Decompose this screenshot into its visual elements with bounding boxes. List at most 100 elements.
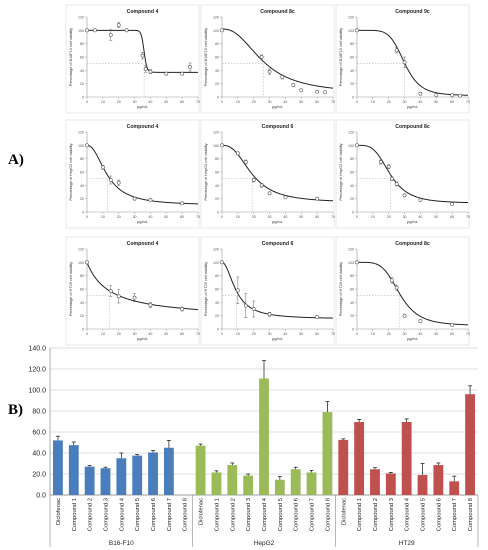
y-tick-label: 20 (215, 314, 219, 318)
x-tick-label: 60 (180, 332, 184, 336)
y-tick-label: 20 (350, 197, 354, 201)
y-tick-label: 100 (213, 29, 219, 33)
x-tick-label: 30 (133, 215, 137, 219)
x-tick-label: 20 (252, 215, 256, 219)
x-tick-label: 30 (133, 332, 137, 336)
y-tick-label: 40 (215, 69, 219, 73)
category-label: Compound 4 (262, 497, 268, 531)
plot-frame (65, 119, 200, 229)
y-tick-label: 40 (350, 69, 354, 73)
data-point (243, 160, 248, 164)
data-point (188, 65, 192, 69)
data-point (355, 143, 359, 148)
y-tick-label: 120 (348, 131, 354, 135)
y-tick-label: 80 (80, 157, 84, 161)
y-tick-label: 40 (215, 184, 219, 188)
y-axis-label: Percentage of B16F10 cell viability (204, 28, 208, 86)
y-tick-label: 40 (80, 184, 84, 188)
y-axis-label: Percentage of HT29 cell viability (69, 262, 73, 316)
data-point (85, 260, 89, 265)
x-tick-label: 20 (117, 332, 121, 336)
y-tick-label: 0 (352, 211, 354, 215)
y-tick-label: 0 (82, 96, 84, 100)
x-tick-label: 60 (315, 215, 319, 219)
data-point (140, 53, 145, 58)
data-point (267, 312, 272, 317)
fit-curve (357, 261, 469, 326)
x-tick-label: 10 (371, 100, 375, 104)
x-tick-label: 50 (164, 215, 168, 219)
x-axis-label: µg/mL (272, 220, 283, 224)
data-point (180, 71, 185, 76)
y-tick-label: 60 (215, 56, 219, 60)
y-axis-label: Percentage of HepG2 cell viability (204, 143, 208, 200)
y-tick-label: 60 (80, 171, 84, 175)
category-label: Diclofenac (341, 498, 347, 525)
data-point (450, 93, 455, 97)
data-point (299, 88, 304, 93)
data-point (85, 28, 89, 33)
data-point (100, 165, 105, 170)
x-tick-label: 40 (418, 215, 422, 219)
panel-b-label: B) (8, 402, 23, 418)
y-tick-label: 60 (350, 171, 354, 175)
group-label: HT29 (399, 540, 415, 547)
y-tick-label: 100 (348, 261, 354, 265)
bar (465, 394, 475, 495)
y-tick-label: 100.0 (28, 388, 46, 395)
bar (370, 469, 380, 495)
x-tick-label: 10 (101, 332, 105, 336)
y-tick-label: 100 (78, 29, 84, 33)
data-point (418, 319, 423, 323)
x-tick-label: 70 (331, 100, 335, 104)
y-tick-label: 100 (213, 261, 219, 265)
x-tick-label: 70 (196, 332, 200, 336)
y-axis-label: Percentage of B16F10 cell viability (339, 28, 343, 86)
dose-response-plot-r1c2: Compound 8c 0 20 40 60 80 100 120 0 10 20 30 40 50 60 7… (200, 4, 335, 114)
x-tick-label: 10 (371, 215, 375, 219)
x-tick-label: 10 (371, 332, 375, 336)
x-tick-label: 40 (418, 332, 422, 336)
x-tick-label: 70 (466, 215, 470, 219)
data-point (394, 48, 399, 53)
data-point (148, 69, 153, 74)
y-tick-label: 120 (213, 248, 219, 252)
y-tick-label: 80 (80, 42, 84, 46)
x-tick-label: 70 (196, 215, 200, 219)
data-point (132, 196, 137, 201)
bar (385, 473, 396, 495)
plot-frame (200, 236, 335, 346)
data-point (315, 89, 320, 94)
y-axis-label: Percentage of HepG2 cell viability (69, 143, 73, 200)
plot-title: Compound 4 (127, 124, 159, 130)
x-tick-label: 70 (466, 332, 470, 336)
y-tick-label: 20 (80, 314, 84, 318)
data-point (402, 313, 407, 318)
y-tick-label: 0 (352, 96, 354, 100)
x-tick-label: 20 (252, 332, 256, 336)
data-point (389, 176, 394, 181)
x-tick-label: 20 (117, 215, 121, 219)
data-point (180, 307, 185, 311)
y-tick-label: 120 (78, 16, 84, 20)
x-tick-label: 40 (148, 215, 152, 219)
bar (68, 445, 79, 495)
y-tick-label: 0 (82, 328, 84, 332)
bar (322, 412, 333, 495)
data-point (108, 178, 113, 182)
fit-curve (86, 262, 199, 311)
plot-frame (200, 4, 335, 114)
data-point (132, 295, 137, 300)
data-point (251, 178, 256, 182)
bar (338, 439, 349, 495)
category-label: Compound 4 (119, 497, 125, 531)
x-tick-label: 0 (356, 215, 358, 219)
data-point (450, 323, 455, 327)
x-axis-label: µg/mL (407, 220, 418, 224)
y-tick-label: 20 (80, 82, 84, 86)
data-point (450, 202, 455, 206)
x-tick-label: 50 (299, 332, 303, 336)
category-label: Compound 2 (230, 498, 236, 531)
y-tick-label: 0 (352, 328, 354, 332)
